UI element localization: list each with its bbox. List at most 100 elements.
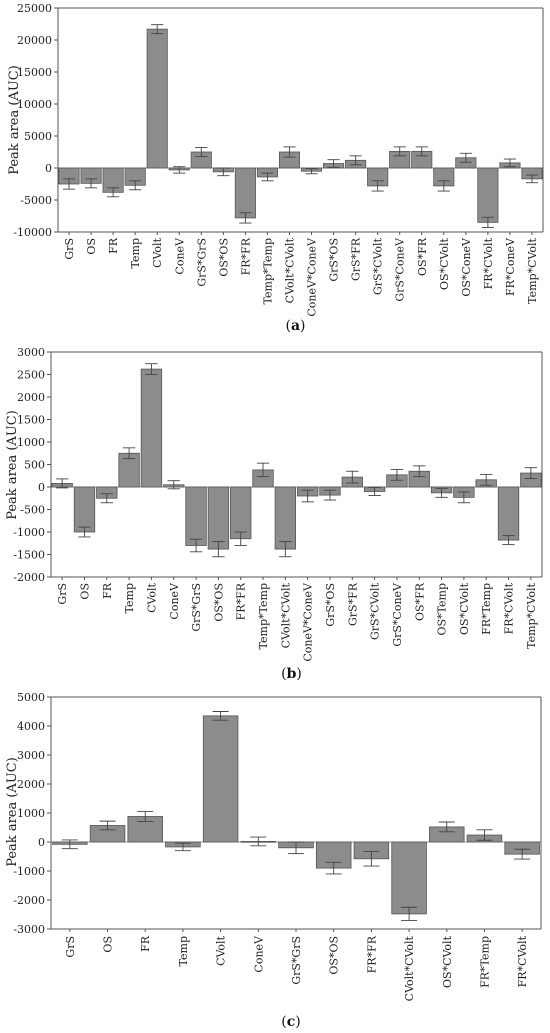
- category-label: Temp: [177, 936, 190, 966]
- category-label: OS: [85, 238, 98, 255]
- y-tick-label: 3000: [17, 749, 45, 762]
- category-label: CVolt: [151, 237, 164, 267]
- y-tick-label: -10000: [13, 226, 52, 239]
- category-label: Temp: [129, 238, 142, 268]
- category-label: GrS*GrS: [190, 583, 203, 632]
- category-label: FR*FR: [365, 935, 378, 973]
- category-label: Temp*CVolt: [525, 582, 538, 648]
- y-axis-label: Peak area (AUC): [7, 65, 22, 175]
- panel-label: (b): [281, 666, 302, 682]
- y-tick-label: 5000: [24, 130, 52, 143]
- y-tick-label: -1000: [13, 865, 45, 878]
- category-label: Temp*Temp: [257, 583, 270, 649]
- y-tick-label: -2000: [13, 894, 45, 907]
- chart-panel-c: -3000 -2000 -1000 0 1000 2000 3000 4000 5000 Peak…: [5, 691, 542, 1030]
- category-label: GrS*FR: [350, 237, 363, 281]
- y-tick-label: 2500: [17, 369, 45, 382]
- y-tick-label: 4000: [17, 720, 45, 733]
- bar: [477, 167, 499, 223]
- bar: [207, 486, 230, 550]
- category-label: GrS: [56, 583, 69, 605]
- category-label: FR: [107, 237, 120, 254]
- category-label: Temp*Temp: [261, 238, 274, 304]
- category-label: GrS: [63, 238, 76, 260]
- y-tick-label: 0: [38, 481, 45, 494]
- category-label: ConeV: [168, 582, 181, 620]
- y-tick-label: 10000: [17, 98, 52, 111]
- category-label: FR*FR: [235, 582, 248, 620]
- category-label: FR: [101, 582, 114, 599]
- category-label: OS*OS: [328, 936, 341, 975]
- bar: [185, 486, 207, 546]
- category-label: GrS*FR: [346, 582, 359, 626]
- y-tick-label: 2000: [17, 778, 45, 791]
- y-tick-label: 1000: [17, 436, 45, 449]
- y-tick-label: 1500: [17, 414, 45, 427]
- category-label: CVolt*CVolt: [279, 582, 292, 648]
- category-label: OS*CVolt: [438, 237, 451, 290]
- category-label: OS: [102, 936, 115, 953]
- y-tick-label: -1500: [13, 549, 45, 562]
- bar: [234, 167, 256, 219]
- category-label: OS*CVolt: [441, 935, 454, 988]
- bar: [146, 28, 168, 169]
- bar: [230, 486, 252, 540]
- category-label: ConeV*ConeV: [306, 237, 319, 317]
- category-label: CVolt*CVolt: [283, 237, 296, 303]
- bar: [202, 715, 239, 843]
- category-label: OS*ConeV: [460, 237, 473, 297]
- bar: [497, 486, 520, 541]
- category-label: CVolt*CVolt: [403, 935, 416, 1001]
- y-axis-label: Peak area (AUC): [5, 410, 20, 520]
- y-tick-label: -3000: [13, 923, 45, 936]
- chart-panel-a: -10000 -5000 0 5000 10000 15000 20000 25000 Peak…: [7, 2, 544, 334]
- category-label: GrS*OS: [328, 238, 341, 282]
- bar: [315, 841, 352, 869]
- category-label: OS*Temp: [436, 583, 449, 636]
- y-tick-label: -5000: [20, 194, 52, 207]
- category-label: GrS*GrS: [195, 238, 208, 287]
- category-label: FR*FR: [239, 237, 252, 275]
- category-label: GrS: [64, 936, 77, 958]
- category-label: FR*CVolt: [482, 237, 495, 289]
- y-tick-label: 2000: [17, 391, 45, 404]
- y-tick-label: 1000: [17, 807, 45, 820]
- category-label: ConeV: [252, 935, 265, 973]
- y-tick-label: 15000: [17, 66, 52, 79]
- y-axis-label: Peak area (AUC): [5, 757, 20, 867]
- panel-label: (a): [285, 318, 305, 334]
- bar: [391, 841, 427, 915]
- y-tick-label: -1000: [13, 526, 45, 539]
- category-label: CVolt: [145, 582, 158, 612]
- category-label: OS*FR: [416, 237, 429, 276]
- y-tick-label: -500: [20, 504, 45, 517]
- category-label: OS*CVolt: [458, 582, 471, 635]
- category-label: OS*OS: [212, 583, 225, 622]
- category-label: GrS*ConeV: [394, 237, 407, 302]
- y-tick-label: 20000: [17, 34, 52, 47]
- category-label: OS: [78, 583, 91, 600]
- category-label: OS*FR: [413, 582, 426, 621]
- category-label: FR*Temp: [478, 936, 491, 988]
- category-label: GrS*CVolt: [372, 237, 385, 295]
- y-tick-label: 25000: [17, 2, 52, 15]
- y-tick-label: 0: [45, 162, 52, 175]
- category-label: GrS*CVolt: [369, 582, 382, 640]
- chart-panel-b: -2000 -1500 -1000 -500 0 500 1000 1500 2000 2500 3…: [5, 346, 543, 682]
- category-label: CVolt: [215, 935, 228, 965]
- category-label: GrS*OS: [324, 583, 337, 627]
- y-tick-label: 3000: [17, 346, 45, 359]
- bar: [73, 486, 96, 533]
- category-label: FR*CVolt: [503, 582, 516, 634]
- category-label: FR: [139, 935, 152, 952]
- category-label: Temp*CVolt: [526, 237, 539, 303]
- bar: [127, 816, 163, 843]
- panel-label: (c): [281, 1014, 300, 1030]
- category-label: GrS*GrS: [290, 936, 303, 985]
- category-label: FR*ConeV: [504, 237, 517, 296]
- category-label: ConeV*ConeV: [302, 582, 315, 662]
- category-label: Temp: [123, 583, 136, 613]
- category-label: FR*CVolt: [516, 935, 529, 987]
- y-tick-label: -2000: [13, 571, 45, 584]
